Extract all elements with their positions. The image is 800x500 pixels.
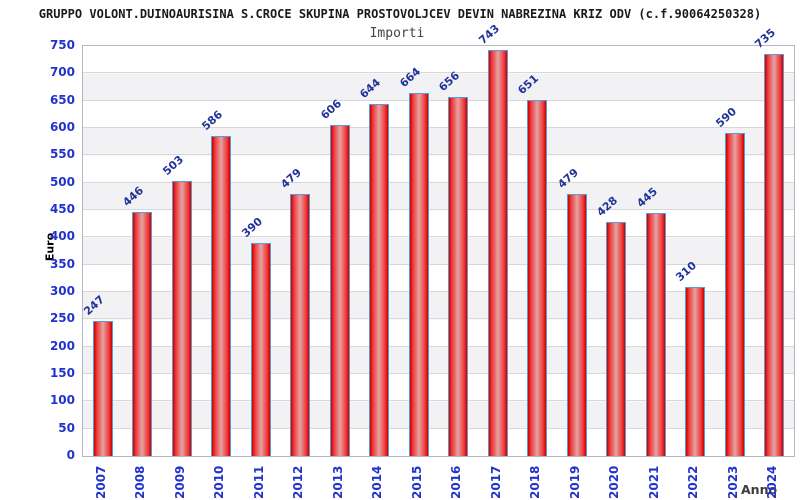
x-tick-label: 2016 — [449, 465, 464, 499]
bar — [606, 222, 627, 456]
x-tick-label: 2013 — [330, 465, 345, 499]
bar — [764, 54, 785, 456]
y-tick-label: 300 — [49, 284, 75, 298]
bar — [211, 135, 232, 456]
bar — [171, 181, 192, 456]
gridline — [83, 72, 794, 74]
y-tick-label: 100 — [49, 393, 75, 408]
x-axis-title: Anno — [741, 482, 778, 497]
x-tick-label: 2021 — [646, 465, 661, 499]
bar — [487, 49, 508, 456]
y-tick-label: 700 — [49, 65, 75, 80]
bar-value-label: 664 — [397, 64, 423, 91]
gridline — [83, 99, 794, 101]
bar-value-label: 503 — [160, 153, 186, 179]
x-tick-label: 2018 — [528, 465, 543, 499]
x-tick-label: 2015 — [409, 465, 424, 499]
x-tick-label: 2024 — [765, 465, 780, 499]
bar-value-label: 310 — [673, 258, 700, 284]
y-tick-label: 450 — [49, 202, 75, 216]
x-tick-label: 2007 — [93, 465, 108, 499]
gridline — [83, 209, 794, 210]
gridline — [83, 127, 794, 128]
bar — [92, 320, 113, 456]
gridline — [83, 400, 794, 402]
y-tick-label: 0 — [66, 448, 75, 462]
x-tick-label: 2023 — [725, 465, 740, 499]
bar — [369, 103, 390, 456]
x-tick-label: 2017 — [488, 465, 503, 499]
x-tick-label: 2012 — [291, 465, 306, 499]
gridline — [83, 291, 794, 292]
gridline — [83, 345, 794, 347]
bar — [724, 133, 745, 456]
bar-value-label: 247 — [81, 292, 107, 318]
bar — [645, 212, 666, 456]
x-tick-label: 2010 — [212, 465, 227, 499]
bar-value-label: 651 — [515, 72, 542, 98]
gridline — [83, 263, 794, 265]
y-tick-label: 350 — [49, 256, 75, 271]
bar — [566, 194, 587, 456]
y-tick-label: 250 — [49, 311, 75, 326]
gridline — [83, 373, 794, 374]
x-tick-label: 2011 — [251, 465, 266, 499]
chart-title: GRUPPO VOLONT.DUINOAURISINA S.CROCE SKUP… — [38, 7, 762, 21]
bar — [448, 97, 469, 456]
bar-value-label: 479 — [278, 166, 305, 192]
gridline — [83, 427, 794, 429]
bar — [290, 194, 311, 456]
gridline — [83, 181, 794, 183]
gridline — [83, 318, 794, 320]
x-tick-label: 2014 — [370, 465, 385, 499]
y-tick-label: 50 — [58, 420, 75, 435]
plot-area: 247 446 503 586 390 479 606 644 664 656 743 651 479 4… — [81, 22, 795, 457]
bar-value-label: 428 — [594, 194, 621, 220]
y-tick-label: 650 — [49, 92, 75, 107]
bar — [408, 93, 429, 456]
bar — [685, 286, 706, 456]
x-tick-label: 2022 — [686, 465, 701, 499]
gridline — [83, 236, 794, 238]
bar-value-label: 445 — [634, 184, 660, 210]
gridline — [83, 154, 794, 156]
y-tick-label: 750 — [49, 38, 75, 52]
y-tick-label: 400 — [49, 229, 75, 244]
bar — [527, 100, 548, 456]
x-tick-label: 2020 — [607, 465, 622, 499]
y-tick-label: 500 — [49, 174, 75, 189]
bar-value-label: 644 — [357, 75, 384, 101]
y-tick-label: 550 — [49, 147, 75, 162]
x-tick-label: 2009 — [172, 465, 187, 499]
chart-subtitle: Importi — [369, 26, 425, 41]
bar — [250, 242, 271, 456]
x-tick-label: 2019 — [567, 465, 582, 499]
y-tick-label: 600 — [49, 120, 75, 134]
x-tick-label: 2008 — [133, 465, 148, 499]
y-tick-label: 150 — [49, 366, 75, 380]
bar — [132, 212, 153, 456]
y-tick-label: 200 — [49, 338, 75, 353]
bar-value-label: 586 — [199, 107, 226, 133]
bar — [329, 124, 350, 456]
bar-value-label: 479 — [555, 166, 581, 192]
bar-value-label: 446 — [120, 184, 147, 210]
